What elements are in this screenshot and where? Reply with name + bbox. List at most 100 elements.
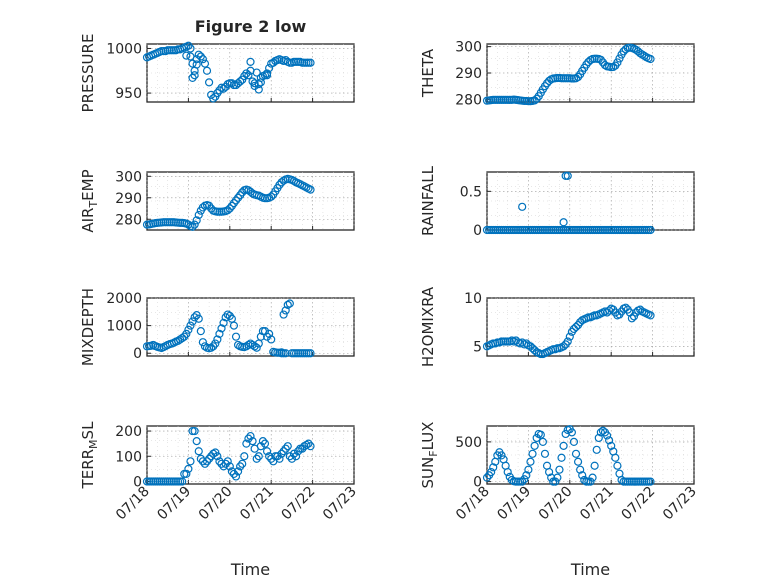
data-point (252, 343, 261, 352)
data-point (188, 222, 197, 231)
data-point (205, 78, 214, 87)
data-point (602, 431, 612, 440)
data-point (646, 54, 655, 64)
data-point (536, 430, 545, 439)
data-point (590, 461, 599, 470)
data-point (503, 467, 512, 477)
data-point (277, 449, 286, 458)
data-point (640, 51, 649, 60)
data-point (213, 452, 222, 461)
data-point (192, 216, 201, 225)
y-tick-label: 10 (464, 291, 482, 307)
data-point (646, 311, 655, 320)
data-point (559, 342, 568, 351)
data-point (238, 459, 247, 468)
data-point (563, 171, 572, 180)
y-tick-label: 280 (115, 212, 142, 228)
data-point (186, 457, 195, 466)
data-point (236, 462, 245, 471)
y-tick-label: 290 (115, 191, 142, 207)
data-point (518, 477, 527, 486)
data-point (283, 300, 292, 310)
data-point (592, 445, 601, 454)
data-point (596, 55, 605, 64)
y-tick-label: 2000 (106, 291, 142, 307)
data-point (254, 452, 263, 461)
data-point (173, 336, 183, 345)
data-point (559, 441, 568, 450)
data-point (231, 472, 241, 481)
y-tick-label: 300 (455, 40, 482, 56)
data-point (205, 454, 214, 463)
data-point (569, 437, 579, 446)
data-point (217, 324, 226, 333)
data-point (246, 187, 255, 196)
data-point (178, 333, 187, 343)
data-point (598, 426, 608, 435)
data-point (279, 447, 288, 456)
data-point (573, 72, 583, 82)
y-tick-label: 950 (115, 86, 142, 102)
data-point (262, 69, 272, 78)
data-point (287, 454, 296, 463)
data-point (190, 426, 199, 436)
data-point (567, 428, 576, 437)
data-point (565, 332, 574, 341)
y-tick-label: 1000 (106, 319, 142, 335)
data-point (277, 178, 286, 187)
data-point (221, 459, 230, 468)
data-point (188, 73, 197, 83)
data-point (246, 431, 255, 441)
data-point (194, 210, 203, 220)
data-point (563, 337, 572, 346)
data-point (265, 329, 274, 339)
data-point (489, 463, 498, 472)
chart-title: Figure 2 low (195, 17, 307, 36)
data-point (540, 449, 550, 458)
data-point (281, 306, 290, 315)
data-point (557, 453, 566, 462)
data-point (192, 437, 201, 446)
data-point (518, 202, 527, 211)
data-point (244, 434, 253, 443)
data-point (289, 176, 299, 186)
y-tick-label: 0 (133, 346, 142, 362)
data-point (186, 44, 195, 53)
data-point (615, 54, 624, 63)
data-point (497, 451, 506, 460)
subplot-5: 0 1000 2000 MIXDEPTH (79, 288, 355, 366)
data-point (225, 204, 234, 213)
data-point (182, 469, 191, 479)
y-tick-label: 0.5 (460, 184, 482, 200)
data-point (178, 477, 187, 486)
data-point (596, 428, 605, 437)
data-point (184, 325, 193, 334)
ylabel: SUNFLUX (419, 422, 440, 489)
data-point (207, 343, 216, 352)
data-point (621, 303, 630, 312)
data-point (553, 473, 562, 482)
data-point (192, 55, 201, 64)
y-tick-label: 500 (455, 435, 482, 451)
data-point (544, 467, 554, 477)
data-point (260, 439, 270, 448)
data-point (256, 442, 265, 451)
data-point (194, 50, 203, 59)
data-point (269, 58, 278, 67)
data-point (291, 452, 301, 461)
data-point (223, 310, 232, 319)
y-tick-label: 1000 (106, 41, 142, 57)
subplot-2: 280 290 300 THETA (419, 40, 695, 108)
data-point (258, 437, 268, 446)
data-point (198, 338, 207, 347)
data-point (289, 449, 299, 458)
data-point (227, 79, 236, 88)
data-point (256, 78, 265, 87)
subplot-4: 0 0.5 RAINFALL (419, 165, 695, 239)
data-point (605, 436, 614, 445)
data-point (190, 220, 199, 229)
y-tick-label: 290 (455, 66, 482, 82)
data-point (233, 467, 243, 476)
data-point (638, 50, 647, 59)
data-point (607, 441, 616, 450)
